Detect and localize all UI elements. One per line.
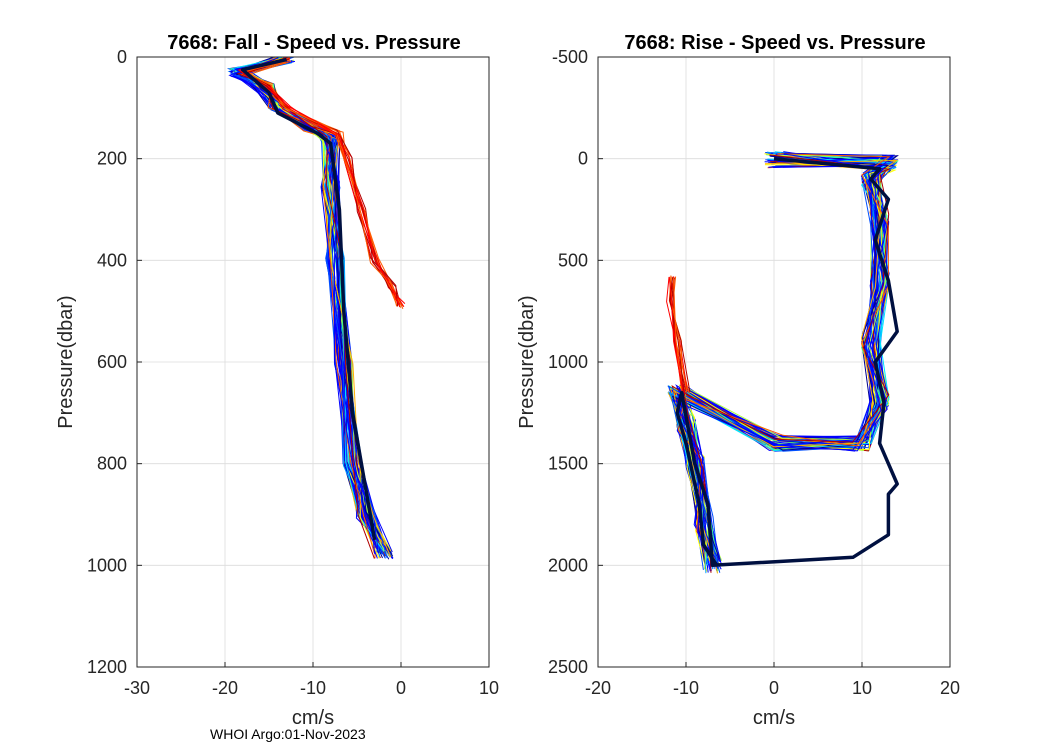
- y-tick-label: 0: [117, 47, 127, 67]
- profile-line: [683, 154, 890, 573]
- y-tick-label: 1200: [87, 657, 127, 677]
- x-tick-label: 10: [479, 678, 499, 698]
- data-layer: [666, 151, 900, 574]
- y-tick-label: 2000: [548, 555, 588, 575]
- x-tick-label: -10: [673, 678, 699, 698]
- profile-line: [239, 62, 375, 554]
- early-profile-line: [668, 276, 684, 393]
- early-profile-line: [669, 277, 685, 393]
- data-layer: [226, 57, 406, 560]
- x-tick-label: 20: [940, 678, 960, 698]
- profile-line: [671, 153, 885, 561]
- x-tick-label: -20: [585, 678, 611, 698]
- footer-date: WHOI Argo:01-Nov-2023: [210, 726, 366, 742]
- y-tick-label: 800: [97, 454, 127, 474]
- x-axis-label: cm/s: [292, 707, 334, 729]
- y-tick-label: 2500: [548, 657, 588, 677]
- x-tick-label: 10: [852, 678, 872, 698]
- y-tick-label: 1000: [548, 352, 588, 372]
- early-profile-line: [673, 277, 683, 393]
- chart-title: 7668: Fall - Speed vs. Pressure: [167, 32, 461, 54]
- x-tick-label: -30: [124, 678, 150, 698]
- mean-profile-line: [240, 57, 377, 541]
- y-tick-label: 200: [97, 149, 127, 169]
- y-tick-label: 500: [558, 250, 588, 270]
- y-tick-label: 600: [97, 352, 127, 372]
- chart-title: 7668: Rise - Speed vs. Pressure: [624, 32, 925, 54]
- mean-profile-line: [675, 156, 899, 568]
- y-axis-label: Pressure(dbar): [55, 295, 77, 428]
- x-tick-label: 0: [396, 678, 406, 698]
- x-tick-label: -10: [300, 678, 326, 698]
- x-tick-label: -20: [212, 678, 238, 698]
- y-tick-label: 1500: [548, 454, 588, 474]
- x-tick-label: 0: [769, 678, 779, 698]
- y-tick-label: 400: [97, 250, 127, 270]
- rise-speed-panel: -20 -10 0 10 20 -500 0 500 1000 1500 2000 2500 7668:…: [516, 32, 960, 729]
- y-tick-label: -500: [552, 47, 588, 67]
- y-tick-label: 0: [578, 149, 588, 169]
- y-tick-label: 1000: [87, 555, 127, 575]
- x-axis-label: cm/s: [753, 707, 795, 729]
- profile-line: [244, 57, 380, 559]
- y-axis-label: Pressure(dbar): [516, 295, 538, 428]
